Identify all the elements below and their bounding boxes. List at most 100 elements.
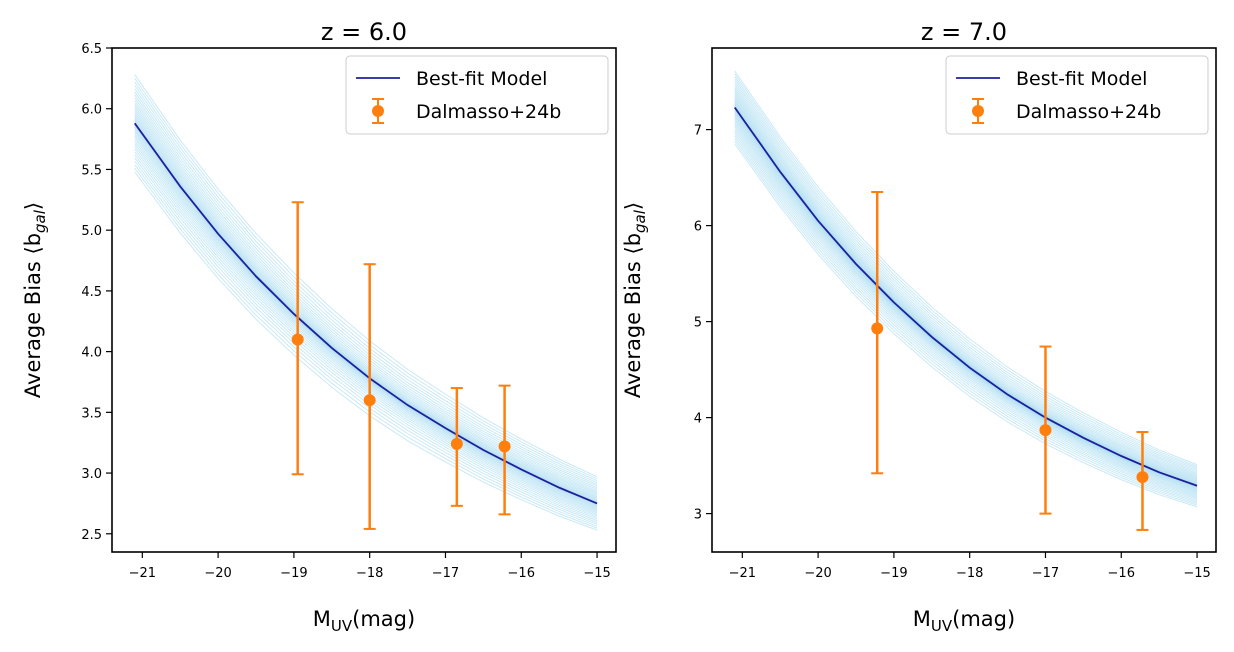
y-tick-label: 6 [694,220,702,235]
posterior-sample-line [734,105,1198,486]
panel-title: z = 6.0 [321,18,407,46]
posterior-sample-line [734,120,1198,494]
posterior-sample-line [734,118,1198,493]
posterior-sample-line [734,124,1198,497]
posterior-sample-line [734,135,1198,503]
posterior-sample-line [734,95,1198,480]
legend: Best-fit Model Dalmasso+24b [345,55,609,135]
y-tick-label: 4.5 [81,285,102,300]
x-tick-label: −18 [356,566,383,581]
posterior-sample-line [734,112,1198,490]
data-marker [871,322,884,335]
panel-right: −21 −20 −19 −18 −17 −16 −15 3 4 5 6 7 z = 7.0 MUV(mag… [621,18,1217,635]
data-marker [1136,471,1149,484]
panel-left: −21 −20 −19 −18 −17 −16 −15 2.5 3.0 3.5 4.0 4.5 5.0 5… [21,18,617,635]
y-axis-title-end: ⟩ [21,202,45,210]
y-tick-label: 6.5 [81,42,102,57]
posterior-sample-line [134,102,598,493]
posterior-sample-line [734,73,1198,467]
y-tick-label: 5.0 [81,224,102,239]
x-tick-label: −20 [804,566,831,581]
x-tick-label: −15 [583,566,610,581]
posterior-sample-line [134,94,598,489]
y-axis-title-main: Average Bias ⟨b [21,233,45,398]
posterior-sample-line [734,130,1198,500]
posterior-sample-line [134,85,598,484]
x-tick-label: −16 [508,566,535,581]
posterior-sample-line [734,103,1198,484]
data-marker [291,333,304,346]
posterior-sample-line [734,115,1198,491]
legend-box [945,55,1209,135]
y-tick-label: 3 [694,508,702,523]
data-marker [498,440,511,453]
observation-point [450,387,463,507]
observation-point [1136,431,1149,531]
x-axis-title-unit: (mag) [352,607,415,631]
y-axis-title: Average Bias ⟨bgal⟩ [621,202,649,398]
posterior-sample-line [134,126,598,506]
x-tick-label: −21 [129,566,156,581]
posterior-samples [134,74,598,531]
y-tick-label: 2.5 [81,528,102,543]
observation-point [1039,345,1052,515]
x-axis-title-sub: UV [931,617,953,635]
posterior-sample-line [734,70,1198,466]
posterior-sample-line [734,126,1198,498]
y-axis-title: Average Bias ⟨bgal⟩ [21,202,49,398]
y-axis-title-sub: gal [31,209,49,233]
posterior-sample-line [134,119,598,502]
posterior-sample-line [734,100,1198,483]
posterior-sample-line [734,138,1198,505]
posterior-sample-line [134,78,598,480]
observation-point [498,384,511,516]
posterior-sample-line [134,107,598,496]
x-axis-title-unit: (mag) [952,607,1015,631]
posterior-sample-line [734,140,1198,506]
posterior-sample-line [734,122,1198,495]
y-tick-label: 7 [694,124,702,139]
posterior-sample-line [734,81,1198,472]
posterior-sample-line [134,133,598,510]
posterior-sample-line [134,110,598,497]
x-tick-label: −17 [432,566,459,581]
posterior-sample-line [134,105,598,495]
y-axis-title-main: Average Bias ⟨b [621,233,645,398]
legend-marker-swatch [972,105,984,117]
x-tick-label: −21 [729,566,756,581]
y-tick-label: 5 [694,316,702,331]
x-axis-title: MUV(mag) [913,607,1015,635]
posterior-sample-line [734,97,1198,481]
posterior-sample-line [734,106,1198,486]
posterior-sample-line [134,91,598,487]
posterior-sample-line [134,129,598,508]
posterior-samples [734,70,1198,508]
x-tick-label: −20 [204,566,231,581]
legend-marker-swatch [372,105,384,117]
observation-point [291,201,304,476]
x-tick-label: −15 [1183,566,1210,581]
posterior-sample-line [734,92,1198,478]
x-axis-title-main: M [313,607,331,631]
best-fit-line [134,122,598,505]
x-tick-label: −19 [880,566,907,581]
x-tick-label: −16 [1108,566,1135,581]
x-tick-label: −19 [280,566,307,581]
legend: Best-fit Model Dalmasso+24b [945,55,1209,135]
legend-box [345,55,609,135]
posterior-sample-line [734,109,1198,488]
posterior-sample-line [734,128,1198,499]
posterior-sample-line [734,113,1198,491]
panel-title: z = 7.0 [921,18,1007,46]
legend-label-observations: Dalmasso+24b [1016,101,1161,123]
data-marker [1039,424,1052,437]
axes-frame [711,47,1217,553]
posterior-sample-line [134,122,598,504]
posterior-sample-line [134,97,598,490]
posterior-sample-line [734,104,1198,485]
posterior-sample-line [734,76,1198,469]
posterior-sample-line [134,88,598,485]
x-tick-label: −18 [956,566,983,581]
x-axis-title-main: M [913,607,931,631]
posterior-sample-line [134,114,598,500]
